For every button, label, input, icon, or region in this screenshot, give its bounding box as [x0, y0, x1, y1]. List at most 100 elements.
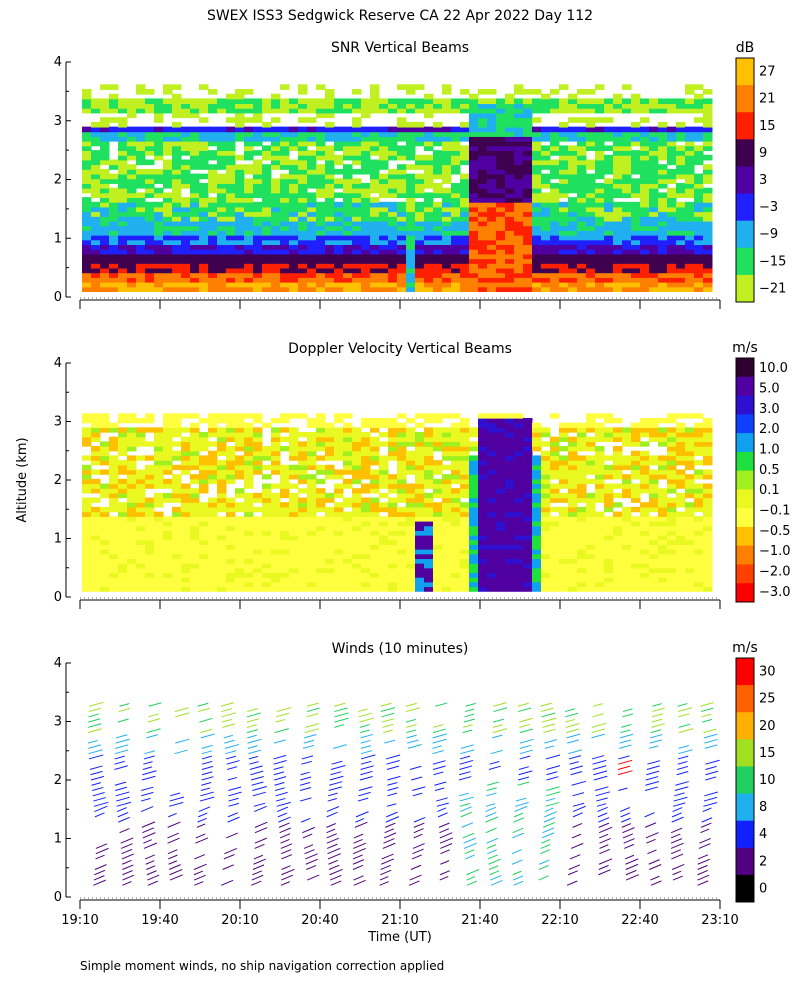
snr-cell	[217, 277, 227, 283]
doppler-cell	[397, 483, 407, 489]
doppler-cell	[298, 567, 308, 574]
snr-cell	[343, 225, 353, 231]
snr-cell	[190, 248, 200, 255]
doppler-cell	[298, 460, 308, 466]
doppler-cell	[442, 506, 452, 513]
snr-cell	[190, 281, 200, 288]
snr-cell	[640, 103, 650, 109]
doppler-cell	[451, 446, 461, 452]
snr-cell	[280, 183, 290, 189]
doppler-cell	[298, 450, 308, 457]
doppler-cell	[226, 563, 236, 569]
snr-cell	[505, 159, 515, 166]
snr-cell	[487, 244, 497, 250]
doppler-cell	[640, 539, 650, 545]
snr-cell	[514, 220, 524, 227]
doppler-cell	[559, 422, 569, 428]
snr-cell	[505, 126, 515, 133]
doppler-cell	[496, 432, 506, 438]
snr-cell	[298, 164, 308, 170]
snr-cell	[334, 136, 344, 142]
snr-cell	[145, 98, 155, 105]
doppler-cell	[361, 516, 371, 522]
doppler-cell	[361, 436, 371, 443]
doppler-cell	[514, 488, 524, 494]
doppler-cell	[469, 483, 479, 489]
snr-cell	[334, 107, 344, 114]
snr-cell	[289, 258, 299, 264]
doppler-cell	[163, 558, 173, 564]
doppler-cell	[217, 534, 227, 541]
doppler-cell	[388, 432, 398, 438]
snr-cell	[361, 168, 371, 175]
doppler-cell	[478, 469, 488, 475]
doppler-cell	[100, 534, 110, 541]
snr-cell	[586, 220, 596, 227]
doppler-cell	[343, 464, 353, 471]
snr-cell	[667, 154, 677, 161]
doppler-cell	[181, 506, 191, 513]
snr-cell	[262, 248, 272, 255]
snr-cell	[559, 121, 569, 128]
doppler-cell	[316, 455, 326, 461]
snr-cell	[568, 197, 578, 203]
snr-cell	[505, 187, 515, 194]
snr-cell	[334, 281, 344, 288]
snr-cell	[703, 253, 713, 260]
snr-cell	[280, 84, 290, 90]
snr-cell	[361, 262, 371, 269]
doppler-cell	[451, 460, 461, 466]
doppler-cell	[487, 483, 497, 489]
snr-cell	[631, 277, 641, 283]
doppler-cell	[424, 506, 434, 513]
doppler-cell	[496, 553, 506, 560]
doppler-cell	[235, 413, 245, 419]
doppler-cell	[208, 502, 218, 508]
snr-cell	[433, 173, 443, 180]
snr-cell	[415, 262, 425, 269]
snr-cell	[424, 164, 434, 170]
doppler-cell	[271, 520, 281, 527]
snr-cell	[118, 183, 128, 189]
doppler-cell	[280, 549, 290, 555]
snr-cell	[208, 262, 218, 269]
snr-cell	[181, 225, 191, 231]
snr-cell	[487, 107, 497, 114]
doppler-cell	[307, 432, 317, 438]
doppler-cell	[559, 455, 569, 461]
doppler-cell	[325, 432, 335, 438]
doppler-cell	[316, 553, 326, 560]
snr-cell	[505, 93, 515, 100]
snr-cell	[172, 230, 182, 236]
snr-cell	[163, 103, 173, 109]
doppler-cell	[316, 586, 326, 592]
doppler-cell	[91, 478, 101, 485]
snr-cell	[640, 277, 650, 283]
doppler-cell	[523, 511, 533, 517]
doppler-cell	[289, 563, 299, 569]
doppler-cell	[595, 577, 605, 583]
doppler-cell	[487, 586, 497, 592]
doppler-cell	[280, 417, 290, 424]
doppler-cell	[595, 413, 605, 419]
snr-cell	[388, 154, 398, 161]
snr-cell	[577, 230, 587, 236]
snr-cell	[505, 201, 515, 208]
snr-cell	[262, 234, 272, 241]
snr-cell	[676, 258, 686, 264]
doppler-cell	[352, 530, 362, 536]
doppler-cell	[451, 572, 461, 578]
snr-cell	[550, 253, 560, 260]
doppler-cell	[397, 436, 407, 443]
snr-cell	[451, 211, 461, 217]
doppler-cell	[316, 413, 326, 419]
doppler-cell	[478, 474, 488, 480]
doppler-cell	[604, 502, 614, 508]
snr-cell	[208, 244, 218, 250]
snr-cell	[595, 154, 605, 161]
snr-cell	[676, 164, 686, 170]
snr-cell	[154, 201, 164, 208]
snr-cell	[370, 84, 380, 90]
snr-cell	[190, 267, 200, 274]
doppler-cell	[172, 558, 182, 564]
